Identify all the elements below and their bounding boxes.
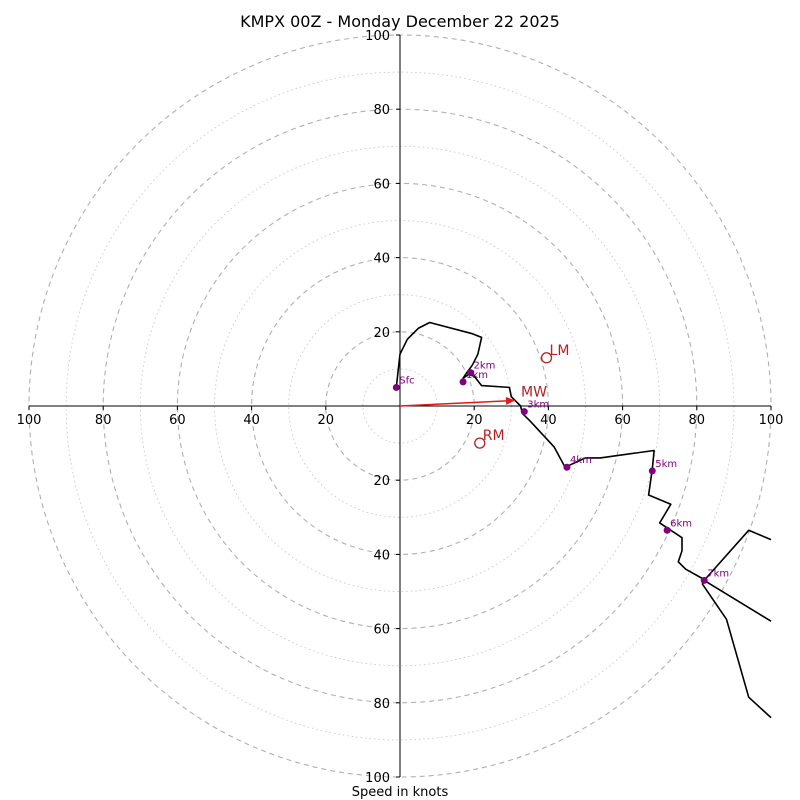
x-tick-label: 40 xyxy=(540,413,557,428)
mean-wind-arrowhead xyxy=(505,396,516,405)
x-tick-label: 100 xyxy=(759,413,784,428)
y-tick-label: 100 xyxy=(365,771,390,786)
x-tick-label: 40 xyxy=(243,413,260,428)
height-marker-label: 4km xyxy=(570,455,592,466)
left-mover-marker xyxy=(540,352,553,364)
y-tick-label: 60 xyxy=(373,177,390,192)
tick-labels: 100 80 60 40 20 20 40 60 80 100 100 80 60 40 20 20 40 60 8… xyxy=(17,29,784,786)
x-tick-label: 20 xyxy=(318,413,335,428)
y-tick-label: 40 xyxy=(373,548,390,563)
height-marker-label: 6km xyxy=(670,518,692,529)
height-marker-label: 7km xyxy=(707,568,729,579)
height-marker-point xyxy=(459,378,467,386)
y-tick-label: 100 xyxy=(365,29,390,44)
right-mover-label: RM xyxy=(483,428,505,444)
height-marker-point xyxy=(663,526,671,534)
hodograph-branch xyxy=(703,529,772,581)
height-marker-label: 1km xyxy=(466,370,488,381)
y-tick-label: 20 xyxy=(373,326,390,341)
right-mover-marker xyxy=(474,437,486,449)
height-marker-point xyxy=(648,467,656,475)
height-marker-point xyxy=(563,463,571,471)
y-tick-label: 60 xyxy=(373,623,390,638)
x-axis-label: Speed in knots xyxy=(352,785,449,800)
height-marker-point xyxy=(392,383,400,391)
x-tick-label: 20 xyxy=(466,413,483,428)
storm-motion: MW LM RM xyxy=(399,343,570,449)
x-tick-label: 80 xyxy=(95,413,112,428)
y-tick-label: 20 xyxy=(373,474,390,489)
hodograph-line xyxy=(395,321,772,719)
chart-title: KMPX 00Z - Monday December 22 2025 xyxy=(240,12,560,31)
x-tick-label: 80 xyxy=(689,413,706,428)
height-marker-label: Sfc xyxy=(399,375,414,386)
height-marker-label: 3km xyxy=(527,400,549,411)
x-tick-label: 100 xyxy=(17,413,42,428)
height-marker-label: 2km xyxy=(473,361,495,372)
height-marker-label: 5km xyxy=(655,459,677,470)
mean-wind-arrow xyxy=(399,399,516,407)
y-tick-label: 40 xyxy=(373,252,390,267)
height-marker-point xyxy=(520,408,528,416)
y-tick-label: 80 xyxy=(373,697,390,712)
x-tick-label: 60 xyxy=(169,413,186,428)
hodograph-branch xyxy=(703,579,772,622)
x-tick-label: 60 xyxy=(614,413,631,428)
height-marker-point xyxy=(466,369,474,377)
hodograph-trace xyxy=(395,321,772,719)
height-marker-point xyxy=(700,576,708,584)
left-mover-label: LM xyxy=(550,343,570,359)
y-tick-label: 80 xyxy=(373,103,390,118)
mean-wind-label: MW xyxy=(521,384,547,400)
